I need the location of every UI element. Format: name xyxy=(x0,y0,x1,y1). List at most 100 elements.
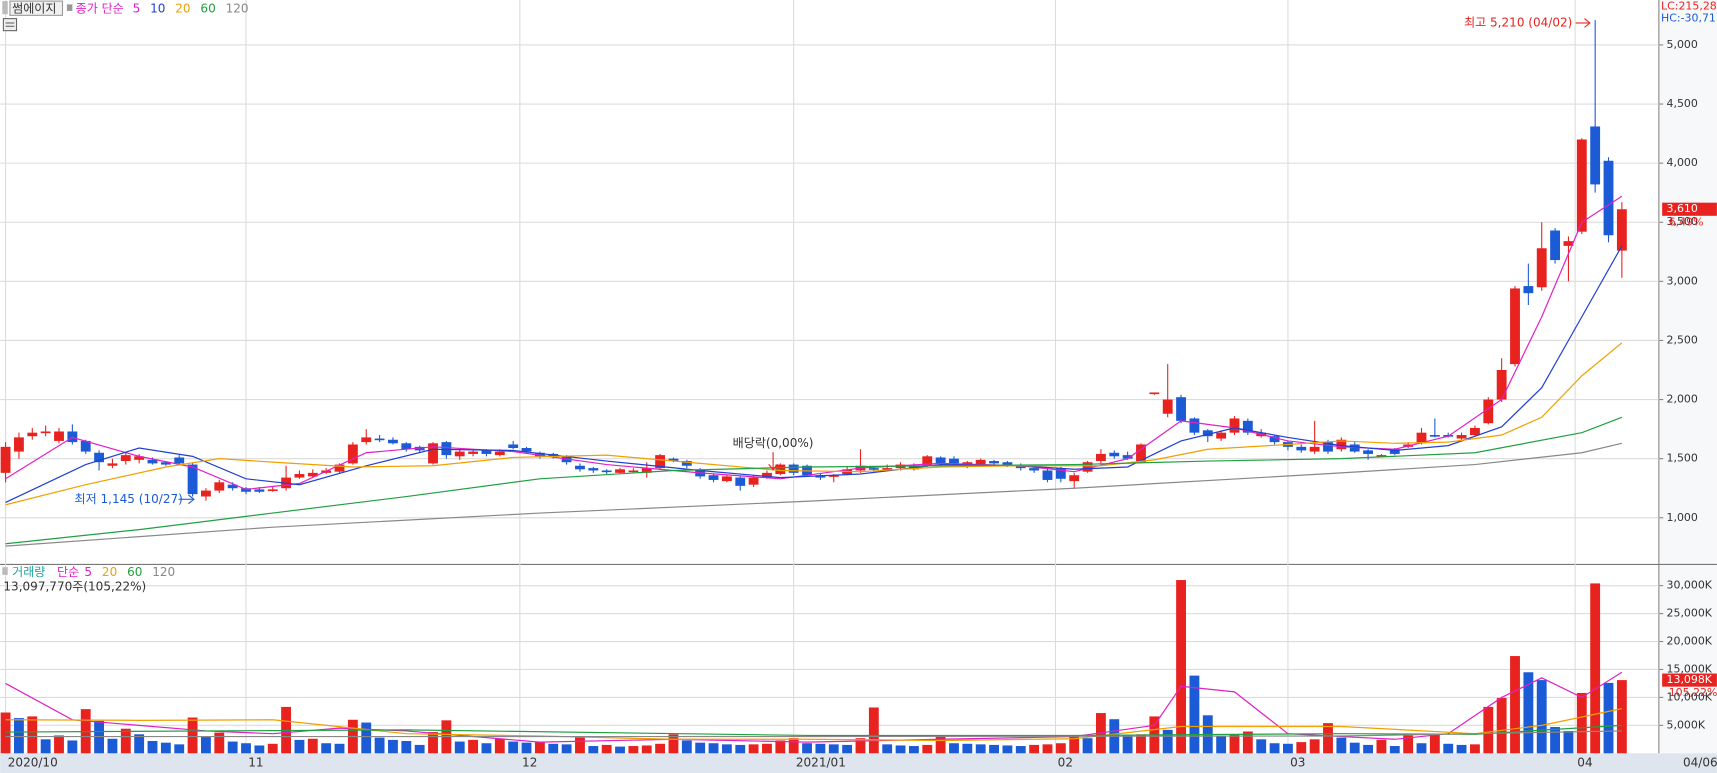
candle-body xyxy=(1149,392,1160,395)
candle-body xyxy=(1603,160,1614,236)
candle-body xyxy=(1323,442,1333,452)
volume-bar xyxy=(1296,742,1307,754)
candle-body xyxy=(1082,462,1093,472)
candle-body xyxy=(27,432,38,437)
table-icon[interactable] xyxy=(2,18,18,32)
candle-body xyxy=(401,443,412,450)
volume-bar xyxy=(334,743,345,754)
candle-body xyxy=(254,489,265,492)
volume-bar xyxy=(468,739,479,754)
volume-bar xyxy=(1456,744,1467,754)
volume-bar xyxy=(1042,744,1053,754)
candle-body xyxy=(1216,432,1227,439)
volume-bar xyxy=(1229,734,1240,754)
volume-bar xyxy=(454,741,465,754)
ma-line xyxy=(5,195,1623,491)
candle-body xyxy=(54,431,64,441)
arrow-head xyxy=(768,463,778,471)
ma-line xyxy=(5,442,1623,547)
volume-bar xyxy=(134,734,145,754)
candle-body xyxy=(1109,452,1120,457)
x-tick-label: 02 xyxy=(1058,756,1073,770)
candle-body xyxy=(668,458,679,462)
ma-line xyxy=(5,724,1622,737)
candle-body xyxy=(1563,241,1574,246)
right-axis-area xyxy=(1658,0,1717,754)
volume-bar xyxy=(935,735,946,754)
volume-bar xyxy=(575,737,585,754)
candle-body xyxy=(588,468,599,471)
candle-body xyxy=(494,451,505,456)
x-tick-label: 04 xyxy=(1577,756,1592,770)
candle-body xyxy=(521,448,532,452)
volume-bar xyxy=(1429,734,1440,754)
stock-button[interactable] xyxy=(9,0,64,16)
candle-body xyxy=(134,456,145,460)
volume-bar xyxy=(214,732,225,754)
candle-body xyxy=(922,456,933,466)
volume-bar xyxy=(374,737,385,754)
grid xyxy=(0,0,1664,754)
volume-bar xyxy=(1309,739,1320,754)
volume-bar xyxy=(908,746,919,754)
price-tag-label: 3,610 xyxy=(1667,202,1698,215)
candle-body xyxy=(174,457,185,464)
candle-body xyxy=(414,446,425,451)
candle-body xyxy=(1269,436,1280,443)
volume-bar xyxy=(1189,675,1200,754)
candle-body xyxy=(975,459,986,465)
legend-entry: 20 xyxy=(102,565,117,579)
volume-bar xyxy=(815,743,826,754)
lc-value: LC:215,28 xyxy=(1661,0,1717,13)
candle-body xyxy=(120,455,131,462)
volume-bar xyxy=(160,742,171,754)
arrow-head xyxy=(188,494,195,505)
change-label: 105,22% xyxy=(1669,686,1717,699)
volume-bar xyxy=(1269,743,1280,754)
candle-body xyxy=(882,468,893,470)
candle-body xyxy=(735,477,746,486)
volume-bar xyxy=(962,743,973,754)
volume-bar xyxy=(1349,742,1360,754)
x-tick-label: 2020/10 xyxy=(8,756,58,770)
volume-bar xyxy=(1162,729,1173,754)
arrow-head xyxy=(1584,18,1591,28)
volume-bar xyxy=(1563,730,1574,754)
volume-bar xyxy=(708,743,719,754)
candle-body xyxy=(388,439,398,444)
x-tick-label: 03 xyxy=(1290,756,1305,770)
y-tick-label: 30,000K xyxy=(1667,579,1713,592)
dividend-annotation: 배당락(0,00%) xyxy=(733,436,814,450)
candle-body xyxy=(1576,139,1587,232)
candle-body xyxy=(481,450,492,454)
candle-body xyxy=(1095,453,1106,462)
volume-bar xyxy=(681,740,692,754)
y-tick-label: 4,500 xyxy=(1667,97,1698,110)
candle-body xyxy=(1429,435,1440,437)
candle-body xyxy=(334,464,345,472)
candle-body xyxy=(815,475,826,478)
volume-bar xyxy=(1536,680,1547,754)
candle-body xyxy=(160,462,171,465)
ma-line xyxy=(5,730,1622,738)
volume-bar xyxy=(187,717,198,754)
candle-body xyxy=(1162,399,1173,414)
price-tag-label: 13,098K xyxy=(1667,673,1713,686)
price-tag xyxy=(1662,673,1717,687)
candle-body xyxy=(1229,418,1240,433)
candle-body xyxy=(1470,427,1480,436)
candle-body xyxy=(788,464,799,473)
volume-bar xyxy=(828,744,839,754)
volume-bar xyxy=(1363,744,1373,754)
candle-body xyxy=(1055,468,1066,479)
candle-body xyxy=(534,452,545,457)
volume-bar xyxy=(1069,735,1080,754)
y-tick-label: 4,000 xyxy=(1667,156,1698,169)
candle-body xyxy=(428,443,438,464)
candle-body xyxy=(655,455,666,469)
candle-body xyxy=(1002,462,1013,465)
legend-entry: 20 xyxy=(175,1,190,15)
price-tag xyxy=(1662,202,1717,216)
stock-name[interactable]: 썸에이지 xyxy=(12,1,56,15)
volume-bar xyxy=(695,742,706,754)
